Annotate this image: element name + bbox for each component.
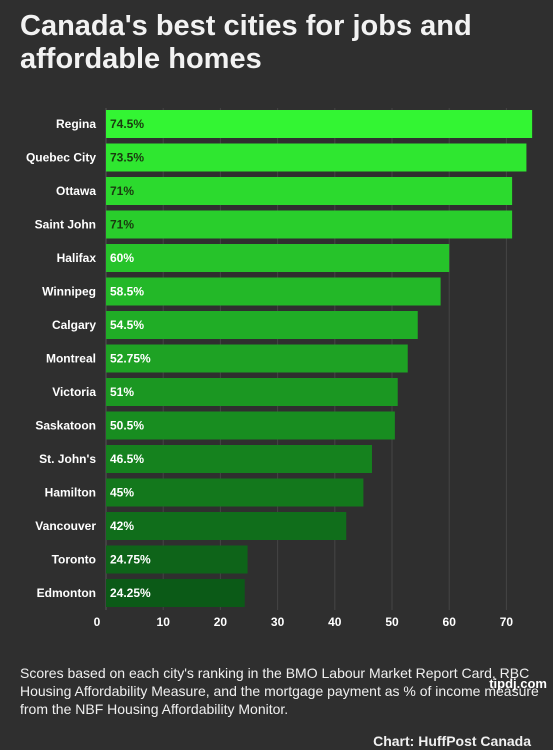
data-label: 58.5% <box>110 285 144 299</box>
x-tick-label: 60 <box>443 615 457 629</box>
bar <box>106 344 408 373</box>
bar <box>106 445 372 473</box>
chart-title: Canada's best cities for jobs and afford… <box>20 10 472 75</box>
watermark-text: tipdj.com <box>489 676 547 691</box>
category-label: Winnipeg <box>42 285 96 299</box>
x-tick-label: 30 <box>271 615 285 629</box>
x-tick-label: 20 <box>214 615 228 629</box>
bar-chart: 0 10 20 30 40 50 60 70 Regina 74.5% Quebec City 73.… <box>26 108 533 629</box>
data-label: 24.25% <box>110 586 151 600</box>
x-tick-label: 50 <box>385 615 399 629</box>
data-label: 52.75% <box>110 352 151 366</box>
category-label: Quebec City <box>26 151 96 165</box>
x-tick-label: 40 <box>328 615 342 629</box>
data-label: 46.5% <box>110 452 144 466</box>
bar <box>106 311 418 339</box>
data-label: 74.5% <box>110 117 144 131</box>
data-label: 71% <box>110 218 134 232</box>
bar <box>106 411 395 440</box>
category-label: Halifax <box>57 251 97 265</box>
category-label: Saint John <box>35 218 96 232</box>
category-label: Edmonton <box>37 586 96 600</box>
bar <box>106 210 513 239</box>
bar <box>106 512 347 540</box>
data-label: 73.5% <box>110 151 144 165</box>
bar <box>106 110 533 138</box>
data-label: 71% <box>110 184 134 198</box>
category-label: Toronto <box>52 553 96 567</box>
chart-credit: Chart: HuffPost Canada <box>373 733 531 749</box>
x-tick-label: 70 <box>500 615 514 629</box>
category-label: Ottawa <box>56 184 96 198</box>
bar <box>106 579 245 607</box>
data-label: 45% <box>110 486 134 500</box>
category-label: Victoria <box>52 385 96 399</box>
bar <box>106 244 450 272</box>
data-label: 51% <box>110 385 134 399</box>
bar <box>106 143 527 172</box>
x-tick-label: 0 <box>94 615 101 629</box>
x-tick-label: 10 <box>157 615 171 629</box>
bar <box>106 277 441 306</box>
category-label: Calgary <box>52 318 96 332</box>
category-label: Saskatoon <box>35 419 96 433</box>
category-label: Montreal <box>46 352 96 366</box>
bar <box>106 177 513 205</box>
data-label: 60% <box>110 251 134 265</box>
data-label: 54.5% <box>110 318 144 332</box>
data-label: 42% <box>110 519 134 533</box>
category-label: Hamilton <box>45 486 96 500</box>
data-label: 50.5% <box>110 419 144 433</box>
chart-footnote: Scores based on each city's ranking in t… <box>20 665 539 717</box>
bar <box>106 478 364 507</box>
data-label: 24.75% <box>110 553 151 567</box>
bar <box>106 545 248 574</box>
category-label: St. John's <box>39 452 96 466</box>
category-label: Regina <box>56 117 96 131</box>
bar <box>106 378 398 406</box>
category-label: Vancouver <box>35 519 96 533</box>
